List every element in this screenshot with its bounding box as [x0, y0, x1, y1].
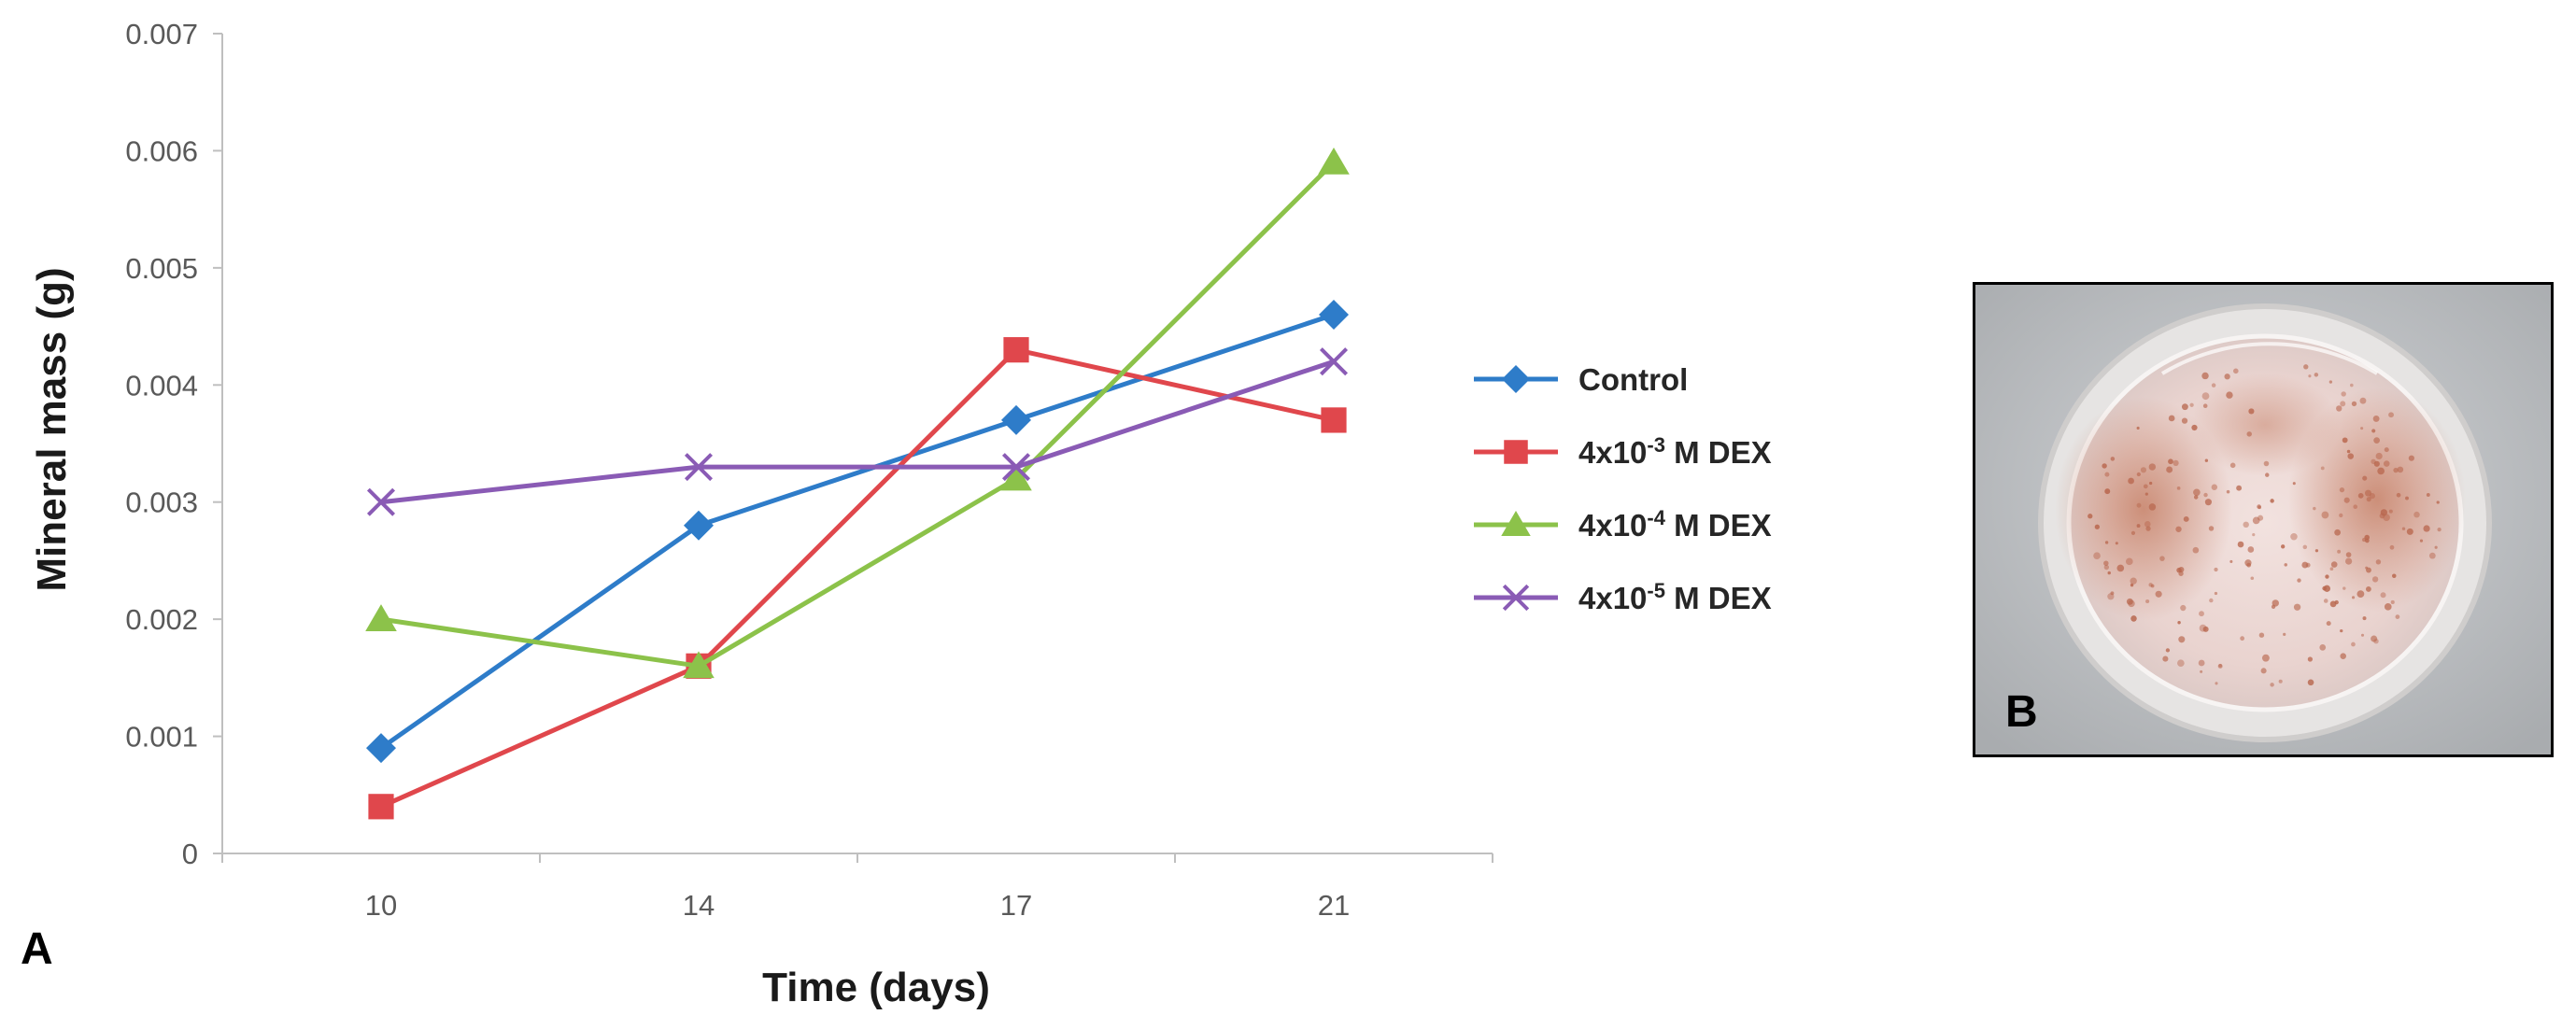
legend-label: 4x10-4 M DEX [1578, 506, 1772, 543]
data-point-diamond [1001, 404, 1031, 435]
x-tick-label: 14 [683, 889, 715, 922]
y-tick-label: 0.001 [125, 721, 198, 754]
data-point-diamond [1502, 365, 1530, 393]
x-axis-title: Time (days) [762, 965, 990, 1010]
petri-dish-image [1975, 285, 2551, 754]
data-point-triangle [365, 604, 397, 631]
panel-label-b: B [2005, 687, 2038, 737]
y-axis-ticks: 0 0.001 0.002 0.003 0.004 0.005 0.006 0.007 [125, 18, 222, 870]
data-point-square [1504, 440, 1528, 464]
data-point-diamond [366, 733, 396, 764]
data-point-square [1003, 337, 1029, 363]
data-point-diamond [1319, 300, 1349, 331]
x-tick-label: 17 [1000, 889, 1032, 922]
petri-dish-photo: B [1973, 282, 2554, 757]
y-tick-label: 0.003 [125, 486, 198, 519]
y-tick-label: 0.007 [125, 18, 198, 50]
y-tick-label: 0 [182, 838, 198, 870]
x-tick-label: 10 [365, 889, 397, 922]
y-tick-label: 0.004 [125, 369, 198, 402]
series-3 [365, 147, 1350, 679]
y-tick-label: 0.006 [125, 134, 198, 167]
data-point-x [1001, 453, 1031, 482]
y-tick-label: 0.005 [125, 252, 198, 285]
legend-label: 4x10-5 M DEX [1578, 579, 1772, 616]
data-point-triangle [1501, 511, 1531, 536]
legend-item: 4x10-3 M DEX [1474, 433, 1772, 471]
data-point-diamond [684, 510, 714, 541]
series-line [380, 161, 1336, 669]
series-layer [365, 147, 1350, 820]
series-4 [366, 347, 1349, 516]
y-axis-title: Mineral mass (g) [29, 267, 75, 591]
data-point-triangle [683, 651, 715, 679]
data-point-x [1502, 584, 1530, 612]
data-point-triangle [1318, 147, 1350, 175]
legend-item: 4x10-4 M DEX [1474, 506, 1772, 543]
x-axis-ticks: 10 14 17 21 [221, 853, 1493, 922]
mineral-specks [2088, 364, 2442, 687]
legend: Control 4x10-3 M DEX 4x10-4 M DEX 4x10-5 M … [1474, 362, 1772, 615]
series-line [379, 312, 1335, 751]
series-line [380, 359, 1335, 505]
y-tick-label: 0.002 [125, 603, 198, 636]
panel-label-a: A [21, 924, 53, 974]
data-point-square [368, 794, 394, 820]
series-2 [368, 337, 1347, 820]
data-point-triangle [1000, 463, 1032, 491]
data-point-x [1319, 347, 1349, 376]
legend-label: Control [1578, 362, 1688, 397]
data-point-x [684, 453, 714, 482]
legend-item: 4x10-5 M DEX [1474, 579, 1772, 616]
legend-label: 4x10-3 M DEX [1578, 433, 1772, 471]
data-point-square [1321, 407, 1347, 433]
legend-item: Control [1474, 362, 1688, 397]
series-line [379, 347, 1335, 810]
series-1 [366, 300, 1349, 764]
x-tick-label: 21 [1318, 889, 1350, 922]
data-point-x [366, 487, 396, 516]
